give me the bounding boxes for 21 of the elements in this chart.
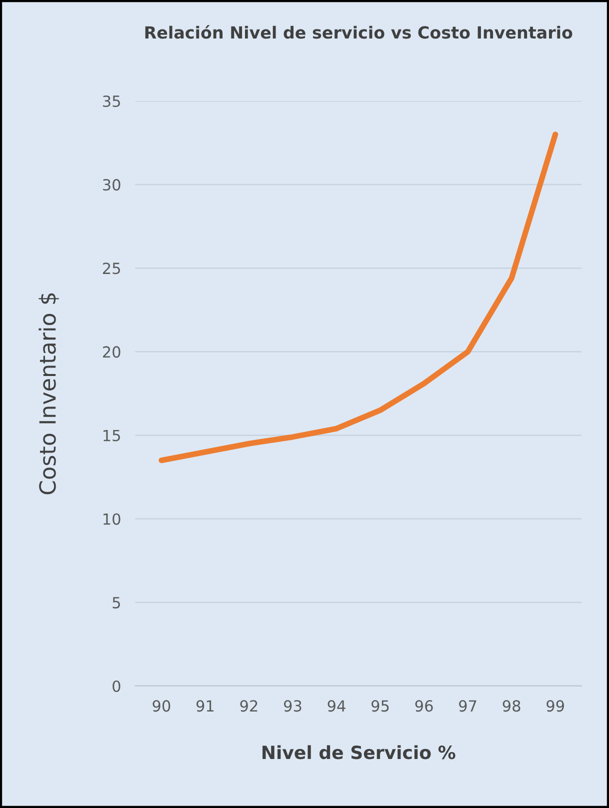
x-axis-title: Nivel de Servicio % bbox=[262, 745, 456, 760]
x-tick-label: 91 bbox=[196, 700, 214, 712]
y-tick-label: 25 bbox=[102, 262, 120, 274]
x-tick-label: 90 bbox=[152, 700, 170, 712]
x-tick-label: 92 bbox=[240, 700, 258, 712]
x-tick-label: 96 bbox=[415, 700, 433, 712]
chart-title: Relación Nivel de servicio vs Costo Inventario bbox=[145, 25, 572, 39]
y-tick-label: 10 bbox=[104, 513, 120, 525]
x-tick-label: 93 bbox=[284, 700, 302, 712]
y-tick-label: 20 bbox=[102, 346, 120, 358]
y-tick-label: 0 bbox=[112, 680, 120, 692]
y-tick-label: 30 bbox=[103, 179, 120, 191]
y-tick-label: 5 bbox=[112, 597, 120, 608]
y-tick-label: 35 bbox=[103, 95, 120, 108]
x-tick-label: 99 bbox=[546, 700, 564, 712]
x-tick-label: 94 bbox=[328, 700, 346, 712]
x-tick-label: 98 bbox=[502, 700, 520, 712]
x-tick-label: 95 bbox=[372, 700, 389, 712]
x-tick-label: 97 bbox=[459, 700, 476, 712]
y-axis-title: Costo Inventario $ bbox=[38, 293, 59, 494]
y-tick-label: 15 bbox=[104, 430, 120, 442]
